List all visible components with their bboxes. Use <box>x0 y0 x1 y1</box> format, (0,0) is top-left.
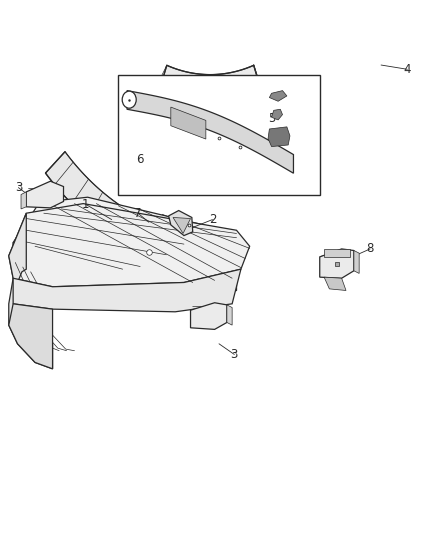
Polygon shape <box>354 251 359 273</box>
Polygon shape <box>9 204 250 287</box>
Polygon shape <box>191 303 227 329</box>
Text: 2: 2 <box>208 213 216 226</box>
Polygon shape <box>227 305 232 325</box>
Text: 3: 3 <box>231 348 238 361</box>
Bar <box>118 75 320 195</box>
Polygon shape <box>26 181 64 208</box>
Text: 6: 6 <box>136 154 144 166</box>
Text: 1: 1 <box>81 198 89 211</box>
Text: 8: 8 <box>367 243 374 255</box>
Polygon shape <box>269 91 287 101</box>
Polygon shape <box>254 64 285 166</box>
Text: 3: 3 <box>15 181 22 194</box>
Polygon shape <box>9 213 53 369</box>
Polygon shape <box>169 211 193 236</box>
Text: 7: 7 <box>134 207 142 220</box>
Polygon shape <box>9 304 53 369</box>
Polygon shape <box>268 127 290 147</box>
Polygon shape <box>324 277 346 290</box>
Polygon shape <box>46 152 190 267</box>
Polygon shape <box>13 243 237 298</box>
Polygon shape <box>320 249 354 278</box>
Polygon shape <box>13 269 241 312</box>
Polygon shape <box>324 249 350 257</box>
Polygon shape <box>21 192 26 209</box>
Polygon shape <box>173 217 191 233</box>
Polygon shape <box>13 197 245 272</box>
Polygon shape <box>272 109 283 120</box>
Polygon shape <box>127 91 293 173</box>
Polygon shape <box>171 107 206 139</box>
Text: 4: 4 <box>403 63 411 76</box>
Text: 5: 5 <box>268 112 275 125</box>
Circle shape <box>122 91 136 108</box>
Polygon shape <box>147 66 273 144</box>
